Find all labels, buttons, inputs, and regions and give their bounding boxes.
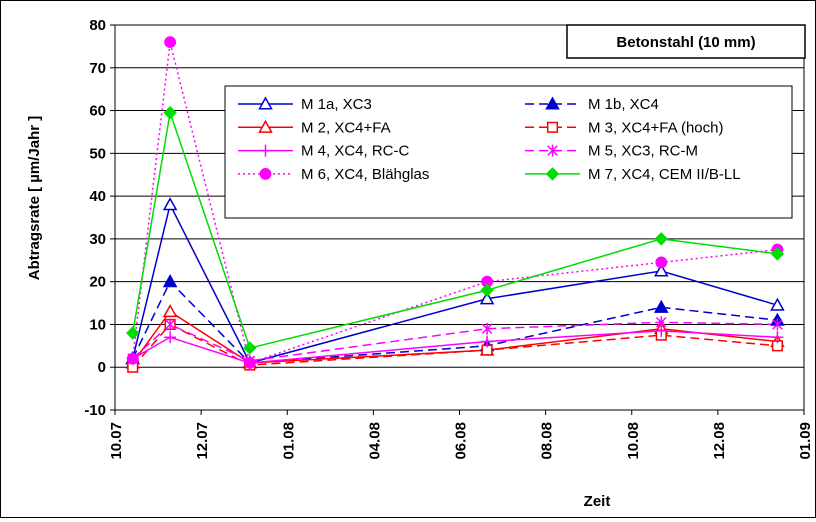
x-tick-label: 12.08 <box>711 422 728 460</box>
y-tick-label: 60 <box>89 103 106 120</box>
data-point <box>771 331 784 344</box>
legend-item: M 3, XC4+FA (hoch) <box>525 119 723 136</box>
legend: M 1a, XC3 M 1b, XC4 M 2, XC4+FA M 3, XC4+FA… <box>224 85 793 219</box>
legend-item: M 7, XC4, CEM II/B-LL <box>525 166 741 183</box>
legend-swatch-marker <box>545 96 560 110</box>
legend-label: M 1b, XC4 <box>588 96 659 113</box>
series-3 <box>132 310 778 364</box>
data-point <box>654 263 669 277</box>
series-8-markers <box>126 105 785 355</box>
data-point <box>164 318 176 331</box>
data-point <box>654 232 668 246</box>
legend-item: M 1a, XC3 <box>238 96 372 113</box>
data-point <box>162 274 178 288</box>
series-1 <box>131 202 778 364</box>
y-tick-label: 30 <box>89 231 106 248</box>
legend-swatch-marker <box>545 167 560 181</box>
series-line <box>132 280 778 364</box>
legend-swatch-marker <box>547 144 558 157</box>
legend-item: M 2, XC4+FA <box>238 119 391 136</box>
legend-swatch-marker <box>258 96 273 110</box>
x-tick-label: 12.07 <box>194 422 211 460</box>
legend-box <box>224 85 793 219</box>
x-tick-label: 10.07 <box>108 422 125 460</box>
data-point <box>770 247 785 261</box>
data-point <box>655 316 667 329</box>
series-4 <box>132 323 778 368</box>
legend-label: M 1a, XC3 <box>301 96 372 113</box>
data-point <box>164 36 177 49</box>
x-tick-label: 01.09 <box>797 422 814 460</box>
x-tick-label: 01.08 <box>280 422 297 460</box>
data-point <box>481 335 494 348</box>
legend-item: M 6, XC4, Blähglas <box>238 166 429 183</box>
legend-label: M 6, XC4, Blähglas <box>301 166 429 183</box>
series-line <box>132 330 778 364</box>
data-point <box>770 297 785 311</box>
legend-item: M 4, XC4, RC-C <box>238 143 410 160</box>
annotation-box <box>566 24 806 59</box>
annotation-text: Betonstahl (10 mm) <box>616 34 755 51</box>
data-point <box>243 357 256 369</box>
x-tick-label: 08.08 <box>539 422 556 460</box>
data-point <box>126 326 140 340</box>
x-tick-label: 04.08 <box>366 422 383 460</box>
y-tick-label: 0 <box>98 359 106 376</box>
legend-label: M 2, XC4+FA <box>301 119 391 136</box>
data-point <box>481 322 493 335</box>
legend-swatch-marker <box>259 144 272 157</box>
series-line <box>131 41 778 364</box>
series-6 <box>132 321 778 362</box>
data-point <box>163 105 177 120</box>
data-point <box>164 331 177 344</box>
legend-swatch-marker <box>259 168 272 180</box>
legend-label: M 3, XC4+FA (hoch) <box>588 119 723 136</box>
x-axis-title: Zeit <box>584 493 611 510</box>
legend-item: M 5, XC3, RC-M <box>525 143 698 160</box>
legend-label: M 4, XC4, RC-C <box>301 143 410 160</box>
x-tick-label: 06.08 <box>453 422 470 460</box>
series-line <box>131 112 778 349</box>
legend-swatch-marker <box>258 119 273 133</box>
y-tick-label: 70 <box>89 60 106 77</box>
data-point <box>654 299 669 313</box>
series-line <box>132 310 778 364</box>
data-point <box>162 197 178 211</box>
series-7 <box>131 41 778 364</box>
data-point <box>480 283 494 297</box>
series-line <box>132 321 778 362</box>
y-axis-title: Abtragsrate [ µm/Jahr ] <box>26 116 43 281</box>
y-tick-label: 10 <box>89 316 106 333</box>
y-tick-label: 80 <box>89 17 106 34</box>
legend-label: M 5, XC3, RC-M <box>588 143 698 160</box>
data-point <box>479 291 495 305</box>
y-tick-label: 40 <box>89 188 106 205</box>
legend-label: M 7, XC4, CEM II/B-LL <box>588 166 741 183</box>
y-tick-label: 20 <box>89 274 106 291</box>
series-8 <box>131 112 778 349</box>
x-tick-label: 10.08 <box>625 422 642 460</box>
legend-swatch-marker <box>546 121 559 133</box>
data-point <box>772 318 783 331</box>
y-tick-label: -10 <box>84 402 106 419</box>
series-line <box>131 202 778 364</box>
y-tick-label: 50 <box>89 145 106 162</box>
data-point <box>655 256 668 269</box>
data-point <box>126 352 139 365</box>
series-line <box>132 323 778 368</box>
legend-item: M 1b, XC4 <box>525 96 659 113</box>
series-2 <box>132 280 778 364</box>
data-point <box>162 304 178 318</box>
series-5 <box>132 330 778 364</box>
data-point <box>243 341 257 355</box>
